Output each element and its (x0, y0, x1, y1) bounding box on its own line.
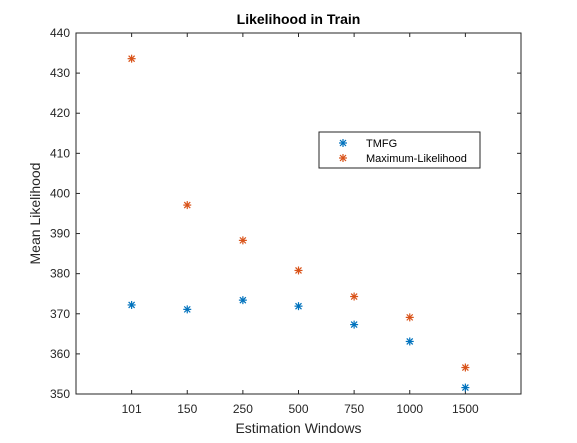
y-tick-label: 360 (50, 347, 70, 361)
x-tick-label: 101 (122, 402, 142, 416)
data-point (461, 363, 470, 372)
data-point (238, 296, 247, 305)
x-tick-label: 1500 (452, 402, 479, 416)
legend-box (318, 131, 481, 169)
x-axis-ticks: 101 150 250 500 750 1000 1500 (122, 33, 479, 416)
axes-box (75, 32, 522, 395)
legend-marker (339, 139, 347, 147)
y-tick-label: 380 (50, 267, 70, 281)
data-point (127, 300, 136, 309)
data-point (350, 292, 359, 301)
series-1 (127, 54, 470, 372)
legend-marker (339, 154, 347, 162)
y-axis-label: Mean Likelihood (27, 163, 43, 265)
legend-label: TMFG (366, 138, 397, 150)
y-tick-label: 400 (50, 186, 70, 200)
data-point (294, 302, 303, 311)
series-0 (127, 296, 470, 392)
data-point (350, 320, 359, 329)
legend: TMFG Maximum-Likelihood (318, 131, 481, 169)
data-point (183, 201, 192, 210)
data-point (461, 383, 470, 392)
x-tick-label: 500 (288, 402, 308, 416)
legend-label: Maximum-Likelihood (366, 153, 467, 165)
x-tick-label: 150 (177, 402, 197, 416)
series-layer (127, 54, 470, 392)
y-tick-label: 440 (50, 26, 70, 40)
data-point (238, 236, 247, 245)
data-point (294, 266, 303, 275)
x-tick-label: 1000 (396, 402, 423, 416)
x-axis-label: Estimation Windows (235, 420, 361, 436)
y-tick-label: 430 (50, 66, 70, 80)
x-tick-label: 250 (233, 402, 253, 416)
x-tick-label: 750 (344, 402, 364, 416)
y-tick-label: 410 (50, 146, 70, 160)
chart-title: Likelihood in Train (237, 11, 361, 27)
y-axis-ticks: 350 360 370 380 390 400 410 420 430 440 (50, 26, 521, 401)
y-tick-label: 370 (50, 307, 70, 321)
y-tick-label: 390 (50, 227, 70, 241)
data-point (405, 313, 414, 322)
y-tick-label: 420 (50, 106, 70, 120)
data-point (127, 54, 136, 63)
data-point (405, 337, 414, 346)
y-tick-label: 350 (50, 387, 70, 401)
data-point (183, 305, 192, 314)
